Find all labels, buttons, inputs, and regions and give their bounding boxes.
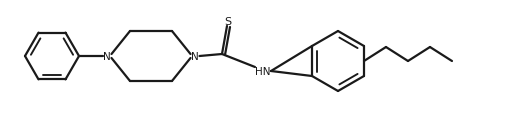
Text: N: N	[103, 52, 111, 61]
Text: N: N	[191, 52, 199, 61]
Text: HN: HN	[255, 66, 271, 76]
Text: S: S	[224, 17, 232, 27]
